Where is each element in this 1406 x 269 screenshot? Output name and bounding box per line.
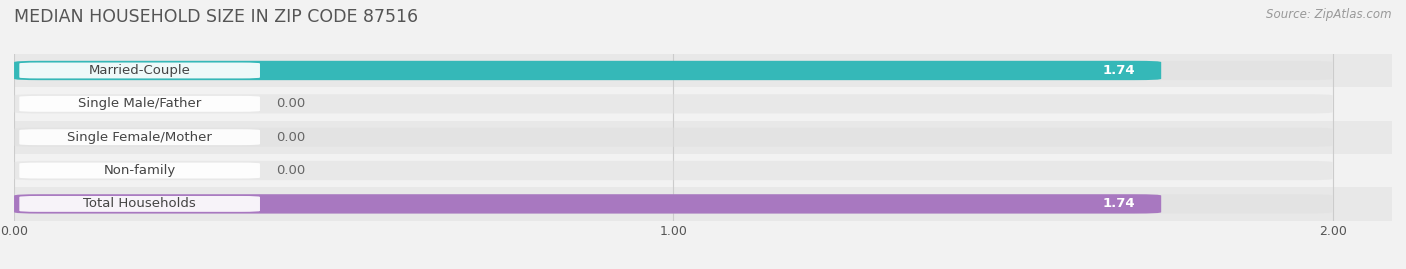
Text: 0.00: 0.00 <box>277 131 305 144</box>
Bar <box>14 187 1392 221</box>
FancyBboxPatch shape <box>14 94 1333 114</box>
FancyBboxPatch shape <box>20 129 260 145</box>
FancyBboxPatch shape <box>20 96 260 112</box>
FancyBboxPatch shape <box>14 128 1333 147</box>
FancyBboxPatch shape <box>20 63 260 78</box>
FancyBboxPatch shape <box>14 161 1333 180</box>
FancyBboxPatch shape <box>20 163 260 178</box>
Text: Single Female/Mother: Single Female/Mother <box>67 131 212 144</box>
Text: Married-Couple: Married-Couple <box>89 64 191 77</box>
FancyBboxPatch shape <box>14 61 1161 80</box>
FancyBboxPatch shape <box>14 194 1333 214</box>
FancyBboxPatch shape <box>14 194 1161 214</box>
Text: MEDIAN HOUSEHOLD SIZE IN ZIP CODE 87516: MEDIAN HOUSEHOLD SIZE IN ZIP CODE 87516 <box>14 8 418 26</box>
Text: Total Households: Total Households <box>83 197 195 210</box>
FancyBboxPatch shape <box>20 196 260 212</box>
Text: 0.00: 0.00 <box>277 97 305 110</box>
Bar <box>14 121 1392 154</box>
FancyBboxPatch shape <box>14 61 1333 80</box>
Text: 1.74: 1.74 <box>1102 64 1135 77</box>
Bar <box>14 154 1392 187</box>
Bar <box>14 54 1392 87</box>
Text: Source: ZipAtlas.com: Source: ZipAtlas.com <box>1267 8 1392 21</box>
Text: Single Male/Father: Single Male/Father <box>77 97 201 110</box>
Text: 0.00: 0.00 <box>277 164 305 177</box>
Bar <box>14 87 1392 121</box>
Text: 1.74: 1.74 <box>1102 197 1135 210</box>
Text: Non-family: Non-family <box>104 164 176 177</box>
